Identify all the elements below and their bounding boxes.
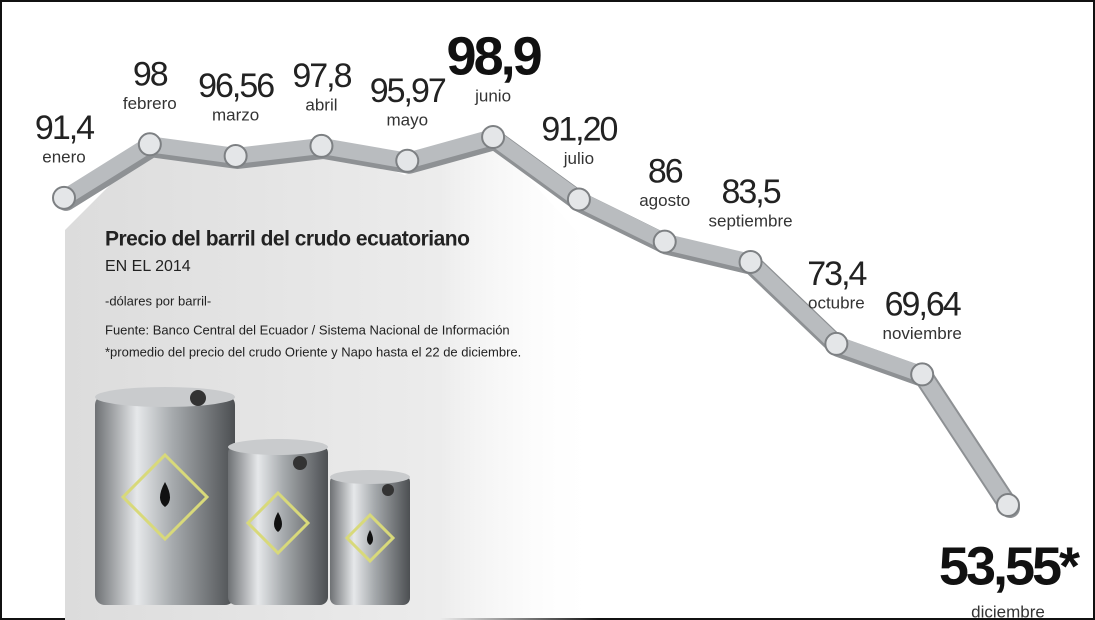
subtitle: EN EL 2014 xyxy=(105,258,191,275)
month-label: agosto xyxy=(639,191,690,210)
point xyxy=(996,493,1020,517)
value-label: 86 xyxy=(648,153,683,191)
chart-title: Precio del barril del crudo ecuatoriano xyxy=(105,228,469,251)
barrels xyxy=(95,387,410,605)
source: Fuente: Banco Central del Ecuador / Sist… xyxy=(105,322,510,337)
value-label: 73,4 xyxy=(807,255,866,293)
month-label: junio xyxy=(474,86,511,105)
month-label: diciembre xyxy=(971,602,1045,620)
point xyxy=(738,249,763,274)
month-label: septiembre xyxy=(708,211,792,230)
month-label: mayo xyxy=(386,110,428,129)
value-label: 97,8 xyxy=(292,57,351,95)
month-label: enero xyxy=(42,147,85,166)
month-label: marzo xyxy=(212,105,259,124)
point xyxy=(481,125,506,149)
point xyxy=(309,133,334,158)
month-label: julio xyxy=(563,149,594,168)
month-label: noviembre xyxy=(882,324,961,343)
point xyxy=(652,229,677,254)
point xyxy=(223,143,248,168)
value-label: 69,64 xyxy=(885,285,961,323)
value-label: 83,5 xyxy=(721,173,780,211)
point xyxy=(824,331,849,356)
point xyxy=(910,362,935,387)
value-label: 91,20 xyxy=(541,110,617,148)
month-label: abril xyxy=(305,95,337,114)
point xyxy=(395,148,420,173)
value-label: 98,9 xyxy=(447,26,542,86)
value-label: 98 xyxy=(133,55,168,93)
value-label: 91,4 xyxy=(35,109,94,147)
month-label: febrero xyxy=(123,94,177,113)
unit: -dólares por barril- xyxy=(105,293,211,308)
note: *promedio del precio del crudo Oriente y… xyxy=(105,344,521,359)
point xyxy=(566,187,591,212)
line xyxy=(56,129,1016,513)
value-label: 53,55* xyxy=(939,536,1080,596)
month-label: octubre xyxy=(808,293,865,312)
value-label: 96,56 xyxy=(198,67,274,105)
value-label: 95,97 xyxy=(370,72,446,110)
point xyxy=(52,185,76,210)
point xyxy=(137,132,162,157)
